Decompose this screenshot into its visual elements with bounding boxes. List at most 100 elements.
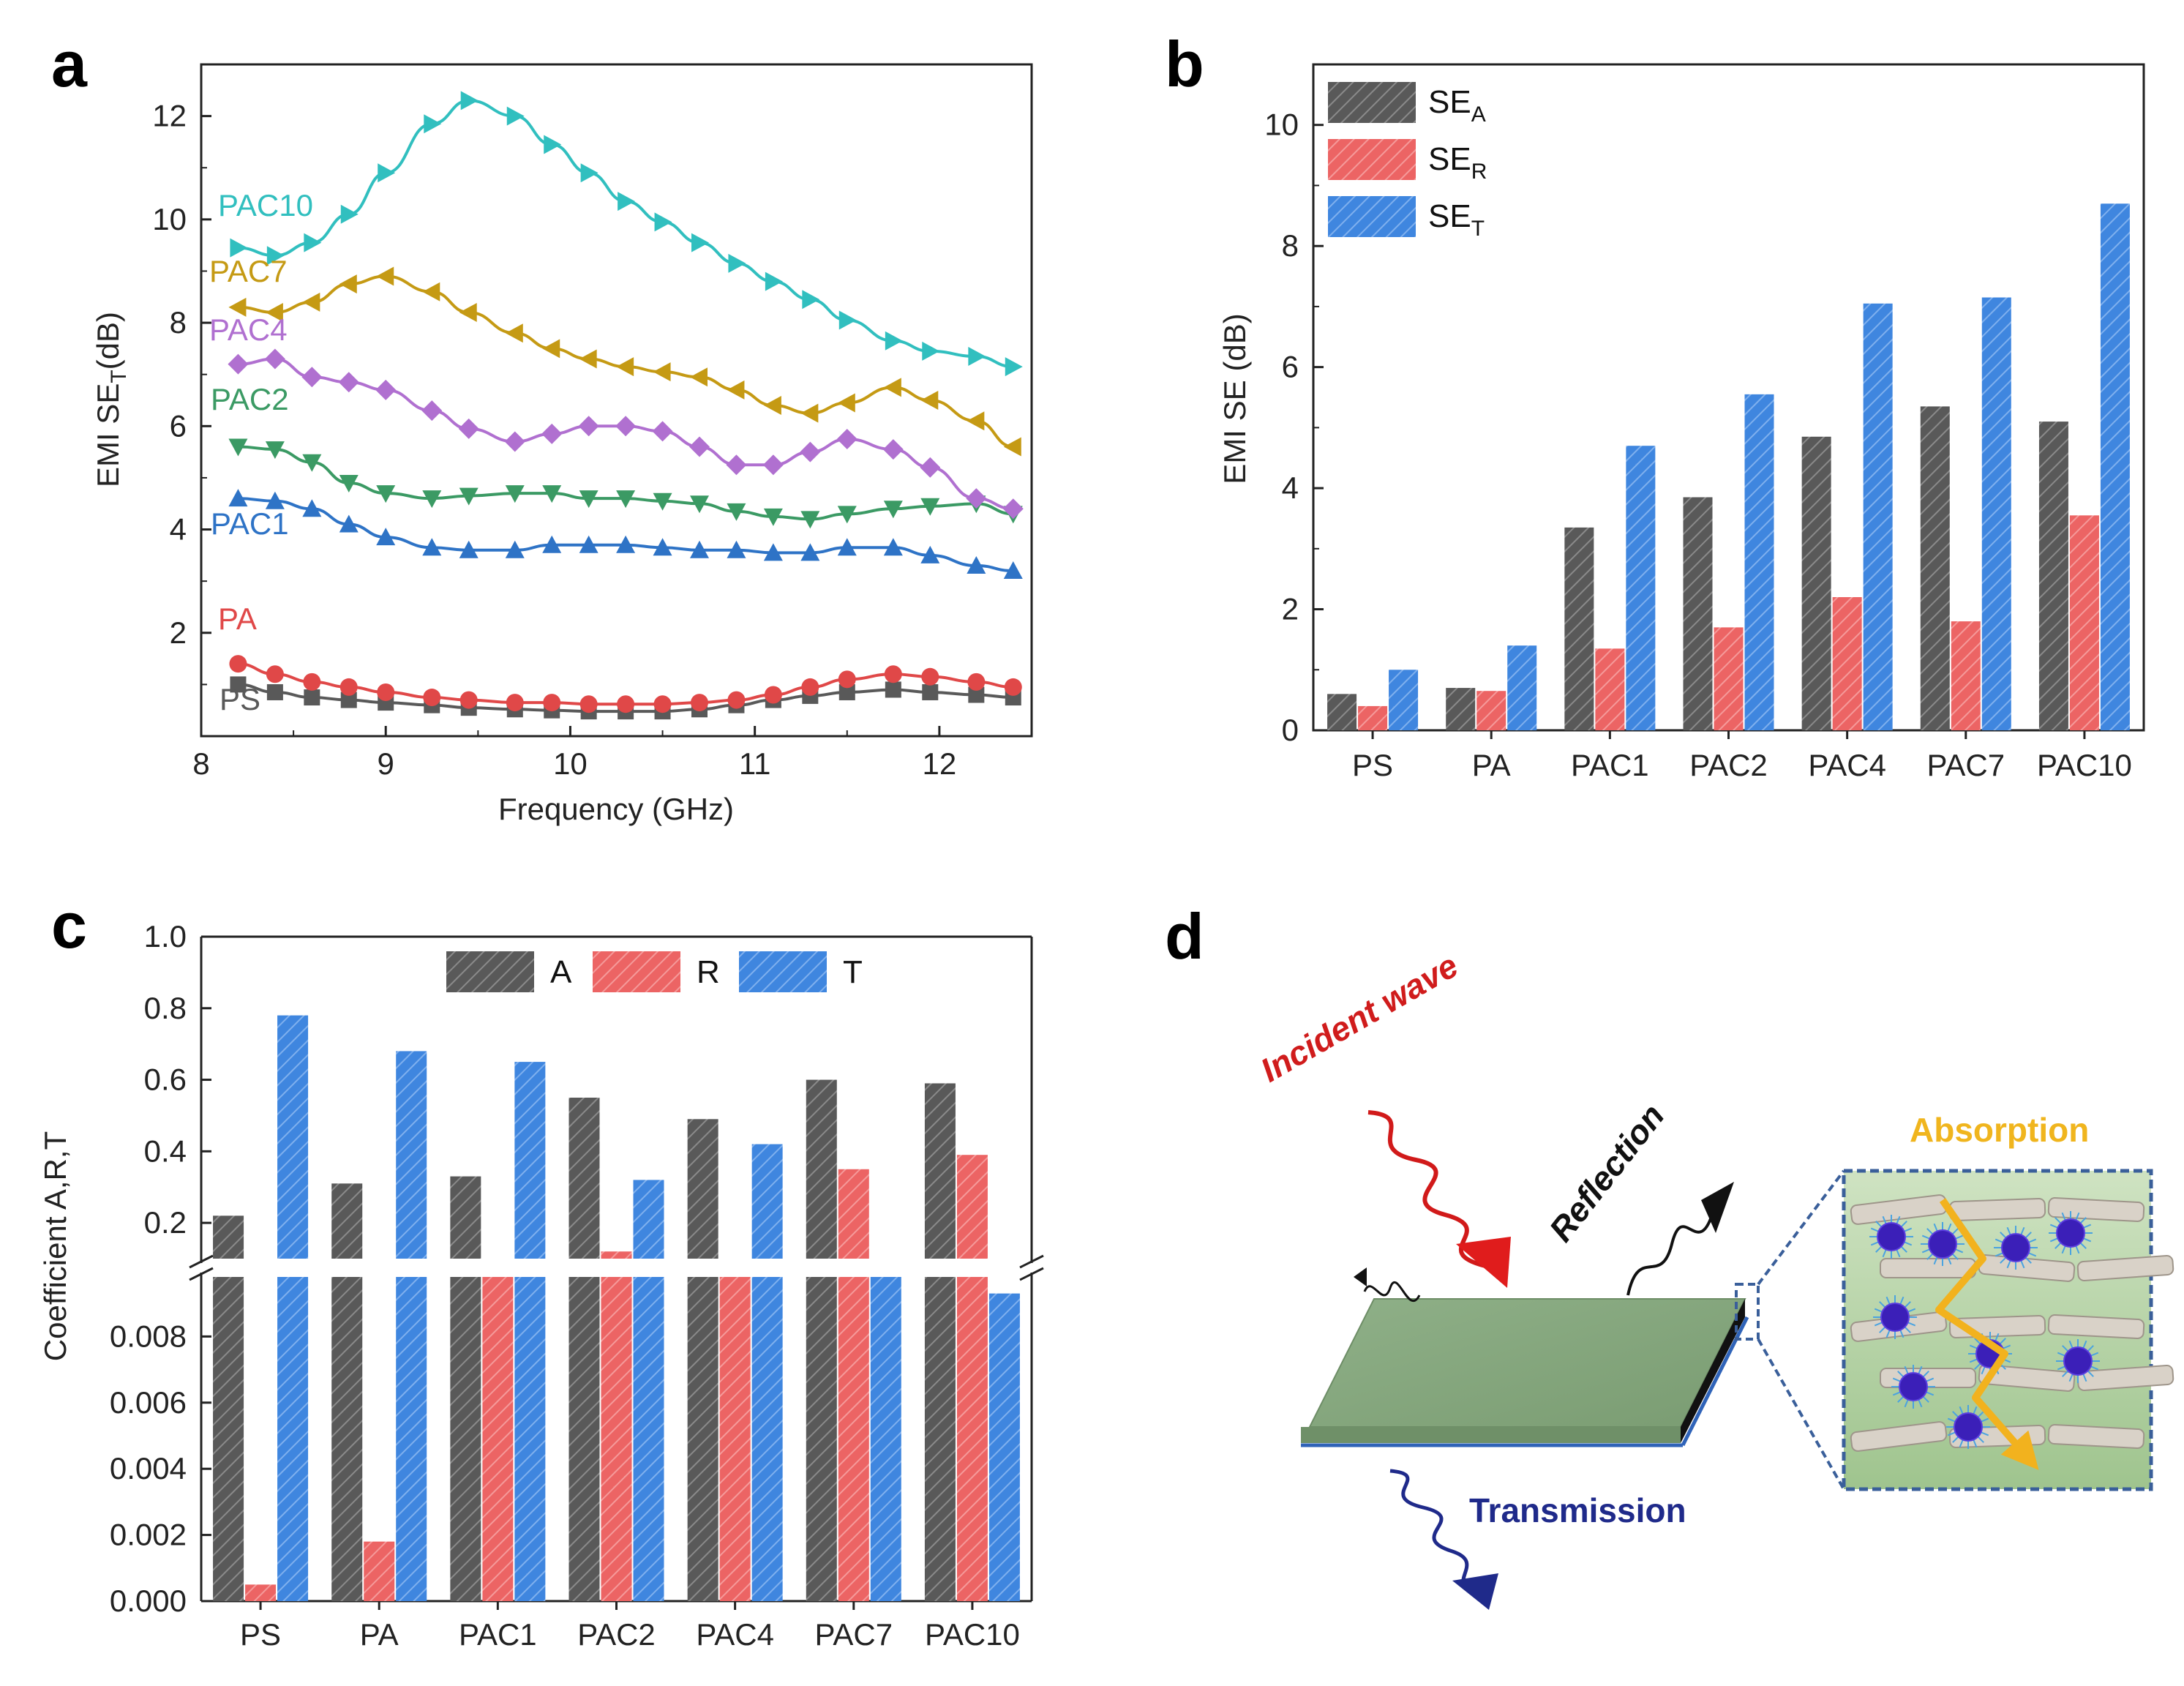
data-point-triangle-down <box>920 498 940 516</box>
data-point-circle <box>579 695 598 713</box>
bar-a-lower <box>450 1277 481 1601</box>
bar-se-a <box>1564 527 1594 730</box>
data-point-triangle-left <box>422 282 440 301</box>
nanoparticle <box>2001 1233 2030 1262</box>
data-point-triangle-right <box>691 233 709 252</box>
nanotube <box>1880 1258 1976 1278</box>
data-point-triangle-up <box>579 535 598 553</box>
legend-label-t: T <box>843 954 863 990</box>
x-tick-label: PAC2 <box>1689 748 1768 782</box>
x-tick-label: PAC1 <box>1571 748 1649 782</box>
bar-se-t <box>1507 645 1537 730</box>
data-point-circle <box>801 678 819 696</box>
break-mark <box>189 1267 214 1281</box>
data-point-square <box>968 686 985 703</box>
data-point-triangle-left <box>616 357 634 377</box>
data-point-diamond <box>578 416 599 437</box>
legend-swatch-se-r <box>1328 139 1416 180</box>
data-point-diamond <box>1002 498 1024 520</box>
y-tick-label: 12 <box>152 99 187 133</box>
panel-c-broken-bar-chart: c 0.2 0.4 0.6 0.8 1.0 0.000 0.002 0.004 0.006 0.0… <box>38 889 1044 1652</box>
y-tick-label: 0.006 <box>110 1385 187 1420</box>
panel-b-ticks: 0 2 4 6 8 10 PS PA PAC1 PAC2 PAC4 PAC7 PAC10 <box>1264 108 2132 782</box>
y-tick-label: 0.002 <box>110 1518 187 1552</box>
data-point-diamond <box>375 379 397 400</box>
data-point-square <box>922 683 939 700</box>
bar-a-upper <box>687 1119 718 1259</box>
bar-se-a <box>1446 688 1476 730</box>
data-point-triangle-down <box>228 438 248 457</box>
data-point-triangle-right <box>885 331 903 351</box>
series-pac10 <box>230 91 1023 377</box>
data-point-triangle-right <box>340 204 359 224</box>
data-point-triangle-left <box>228 297 247 317</box>
data-point-circle <box>266 665 284 683</box>
data-point-triangle-right <box>304 233 322 252</box>
bar-t-lower <box>633 1277 664 1601</box>
series-label-pac1: PAC1 <box>211 506 289 541</box>
panel-c-bars <box>213 1015 1020 1601</box>
y-tick-label: 0.008 <box>110 1319 187 1353</box>
data-point-triangle-down <box>653 492 672 511</box>
data-point-triangle-right <box>618 192 636 211</box>
data-point-circle <box>967 672 986 691</box>
panel-b-legend: SEA SER SET <box>1328 82 1487 241</box>
data-point-square <box>838 683 855 700</box>
legend-swatch-a <box>446 951 534 992</box>
absorption-label: Absorption <box>1910 1111 2089 1149</box>
bar-t-lower <box>514 1277 546 1601</box>
data-point-diamond <box>541 423 563 444</box>
y-tick-label: 10 <box>152 202 187 236</box>
data-point-diamond <box>689 436 710 457</box>
data-point-triangle-down <box>302 454 322 472</box>
bar-se-r <box>1714 627 1744 730</box>
bar-r-lower <box>838 1277 869 1601</box>
legend-label-r: R <box>697 954 720 990</box>
data-point-triangle-down <box>422 490 442 509</box>
data-point-square <box>885 681 901 698</box>
data-point-diamond <box>421 400 443 422</box>
bar-se-a <box>1683 497 1713 730</box>
y-tick-label: 8 <box>1282 228 1299 263</box>
bar-se-r <box>1832 597 1862 730</box>
bar-t-upper <box>396 1051 427 1259</box>
bar-se-r <box>1951 621 1981 730</box>
data-point-triangle-left <box>459 302 477 322</box>
data-point-circle <box>1004 678 1022 696</box>
y-tick-label: 2 <box>170 615 187 650</box>
bar-a-upper <box>568 1098 600 1259</box>
data-point-circle <box>884 665 902 683</box>
nanoparticle <box>1880 1303 1910 1332</box>
nanoparticle <box>1954 1412 1983 1442</box>
data-point-triangle-up <box>422 538 442 556</box>
bar-se-r <box>1476 691 1506 730</box>
data-point-circle <box>617 695 635 713</box>
nanoparticle <box>1899 1372 1928 1401</box>
bar-se-t <box>1626 446 1656 730</box>
panel-a-y-axis-label: EMI SET(dB) <box>91 312 131 487</box>
y-tick-label: 1.0 <box>144 919 187 953</box>
legend-swatch-t <box>739 951 827 992</box>
bar-se-r <box>2069 515 2099 730</box>
bar-t-upper <box>751 1144 783 1259</box>
data-point-triangle-left <box>763 396 781 416</box>
bar-r-lower <box>956 1277 988 1601</box>
data-point-triangle-right <box>424 114 442 134</box>
zoom-box <box>1735 1283 1760 1341</box>
bar-t-lower <box>870 1277 901 1601</box>
bar-r-lower <box>482 1277 514 1601</box>
data-point-triangle-up <box>302 499 322 517</box>
data-point-triangle-up <box>228 489 248 507</box>
x-tick-label: PAC7 <box>814 1617 893 1652</box>
legend-label-se-r: SER <box>1428 141 1487 184</box>
data-point-triangle-left <box>690 367 708 387</box>
data-point-triangle-right <box>378 163 396 183</box>
y-tick-label: 6 <box>1282 350 1299 384</box>
data-point-triangle-right <box>802 290 820 310</box>
data-point-triangle-right <box>968 346 986 366</box>
data-point-triangle-down <box>883 501 903 519</box>
nanotube <box>2047 1424 2145 1449</box>
legend-label-se-t: SET <box>1428 198 1485 241</box>
y-tick-label: 0.6 <box>144 1063 187 1097</box>
